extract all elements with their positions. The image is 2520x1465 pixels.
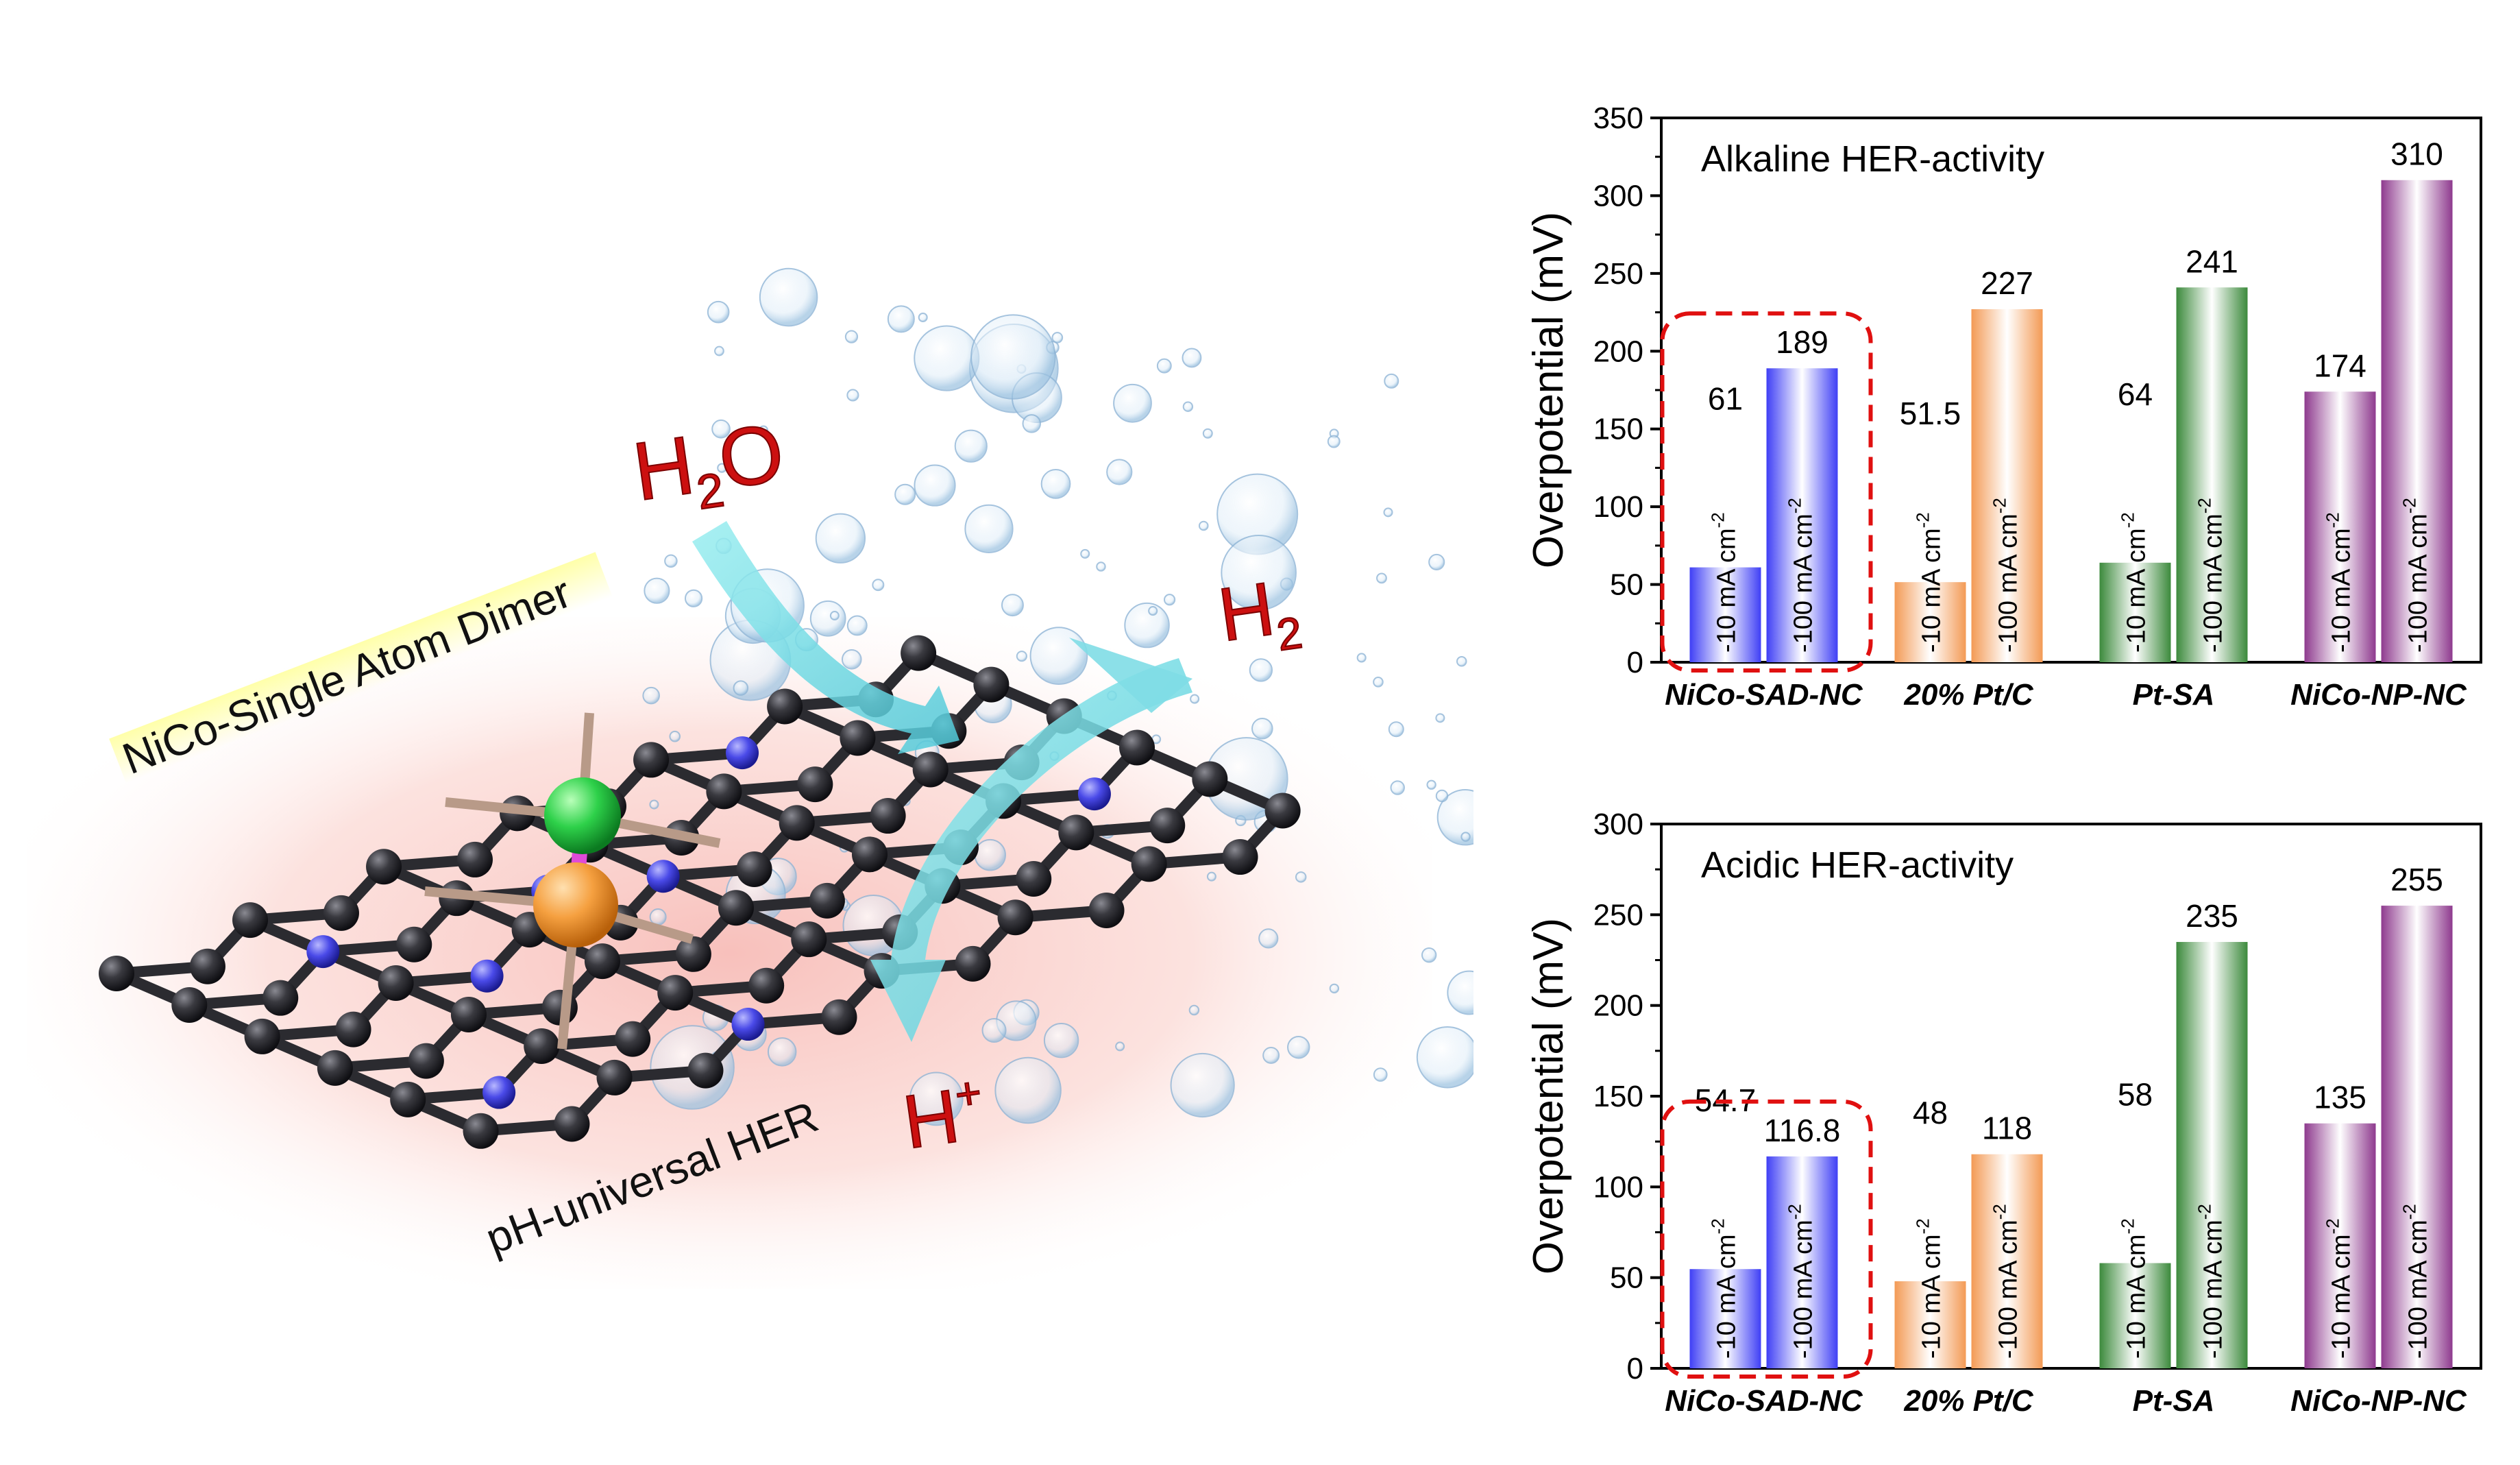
h2-arrow xyxy=(1069,638,1192,713)
category-label: NiCo-NP-NC xyxy=(2290,1384,2467,1418)
bar-series-label: -10 mA cm-2 xyxy=(1708,1218,1741,1359)
bar-value-label: 48 xyxy=(1913,1095,1948,1130)
highlight-box xyxy=(1660,1099,1873,1379)
bar-series-label: -100 mA cm-2 xyxy=(1990,498,2023,653)
bar-value-label: 241 xyxy=(2186,243,2238,279)
y-tick-label: 150 xyxy=(1593,413,1643,446)
category-label: NiCo-SAD-NC xyxy=(1665,1384,1863,1418)
bar-series-label: -10 mA cm-2 xyxy=(2118,1218,2151,1359)
bar-value-label: 189 xyxy=(1776,324,1828,360)
bar-value-label: 235 xyxy=(2186,898,2238,934)
catalyst-illustration: NiCo-Single Atom Dimer pH-universal HER … xyxy=(27,267,1473,1289)
bar-value-label: 61 xyxy=(1708,381,1743,417)
bar xyxy=(2381,906,2453,1368)
y-axis-label: Overpotential (mV) xyxy=(1525,212,1572,568)
bar xyxy=(1894,582,1966,662)
y-tick-label: 250 xyxy=(1593,898,1643,932)
bar xyxy=(2381,180,2453,662)
h2o-arrow xyxy=(692,521,959,754)
bar-series-label: -100 mA cm-2 xyxy=(1785,498,1818,653)
bar-series-label: -10 mA cm-2 xyxy=(1708,512,1741,653)
category-label: NiCo-SAD-NC xyxy=(1665,678,1863,712)
y-tick-label: 200 xyxy=(1593,335,1643,368)
hplus-formula: H+ xyxy=(898,1067,990,1165)
bar xyxy=(1766,1156,1838,1368)
y-tick-label: 200 xyxy=(1593,989,1643,1023)
bar-value-label: 118 xyxy=(1982,1111,2032,1146)
bar xyxy=(1971,1154,2043,1368)
bar xyxy=(1894,1281,1966,1368)
highlight-box xyxy=(1660,311,1873,673)
bar-series-label: -100 mA cm-2 xyxy=(2194,1204,2228,1359)
y-tick-label: 250 xyxy=(1593,257,1643,291)
y-tick-label: 350 xyxy=(1593,101,1643,135)
bar-series-label: -100 mA cm-2 xyxy=(2194,498,2228,653)
category-label: Pt-SA xyxy=(2133,678,2215,712)
category-label: Pt-SA xyxy=(2133,1384,2215,1418)
bar-series-label: -100 mA cm-2 xyxy=(1990,1204,2023,1359)
chart-title: Acidic HER-activity xyxy=(1701,845,2014,886)
bar-series-label: -100 mA cm-2 xyxy=(1785,1204,1818,1359)
chart-title: Alkaline HER-activity xyxy=(1701,138,2044,180)
y-tick-label: 50 xyxy=(1610,568,1643,602)
h2-formula: H2 xyxy=(1214,563,1306,668)
y-axis-label: Overpotential (mV) xyxy=(1525,918,1572,1274)
bar-series-label: -10 mA cm-2 xyxy=(2323,1218,2356,1359)
alkaline-chart: 0 50 100 150 200 250 300 350 Overpotential (mV) A… xyxy=(1525,101,2482,712)
dimer-label-highlight xyxy=(109,552,613,784)
y-tick-label: 300 xyxy=(1593,808,1643,841)
bar-value-label: 51.5 xyxy=(1900,396,1961,431)
bar-series-label: -100 mA cm-2 xyxy=(2399,498,2433,653)
y-tick-label: 0 xyxy=(1627,646,1643,679)
bar xyxy=(2176,287,2248,662)
bar xyxy=(1689,1269,1761,1368)
y-tick-label: 300 xyxy=(1593,179,1643,213)
bar-value-label: 135 xyxy=(2314,1080,2366,1115)
bar xyxy=(1766,368,1838,662)
y-tick-label: 100 xyxy=(1593,490,1643,524)
category-label: NiCo-NP-NC xyxy=(2290,678,2467,712)
bar-value-label: 116.8 xyxy=(1764,1113,1841,1148)
bar xyxy=(2176,942,2248,1368)
acidic-chart: 0 50 100 150 200 250 300 Overpotential (mV) Acid… xyxy=(1525,808,2482,1418)
bar-series-label: -10 mA cm-2 xyxy=(1913,1218,1946,1359)
category-label: 20% Pt/C xyxy=(1903,678,2034,712)
y-tick-label: 0 xyxy=(1627,1352,1643,1385)
bar-value-label: 174 xyxy=(2314,348,2366,383)
bar-series-label: -10 mA cm-2 xyxy=(2323,512,2356,653)
y-tick-label: 100 xyxy=(1593,1170,1643,1204)
bar-series-label: -10 mA cm-2 xyxy=(1913,512,1946,653)
bar xyxy=(1689,567,1761,662)
h2o-formula: H2O xyxy=(628,407,790,528)
bar xyxy=(2304,391,2376,662)
y-tick-label: 50 xyxy=(1610,1261,1643,1295)
bar-value-label: 58 xyxy=(2118,1076,2153,1112)
bar-value-label: 310 xyxy=(2390,136,2443,172)
bar xyxy=(2304,1123,2376,1368)
bar xyxy=(2099,1263,2171,1368)
bar xyxy=(2099,562,2171,662)
category-label: 20% Pt/C xyxy=(1903,1384,2034,1418)
bar xyxy=(1971,309,2043,662)
bar-value-label: 64 xyxy=(2118,376,2153,412)
bar-series-label: -100 mA cm-2 xyxy=(2399,1204,2433,1359)
bar-value-label: 255 xyxy=(2390,862,2443,897)
bar-series-label: -10 mA cm-2 xyxy=(2118,512,2151,653)
bar-value-label: 227 xyxy=(1981,265,2033,301)
y-tick-label: 150 xyxy=(1593,1080,1643,1113)
